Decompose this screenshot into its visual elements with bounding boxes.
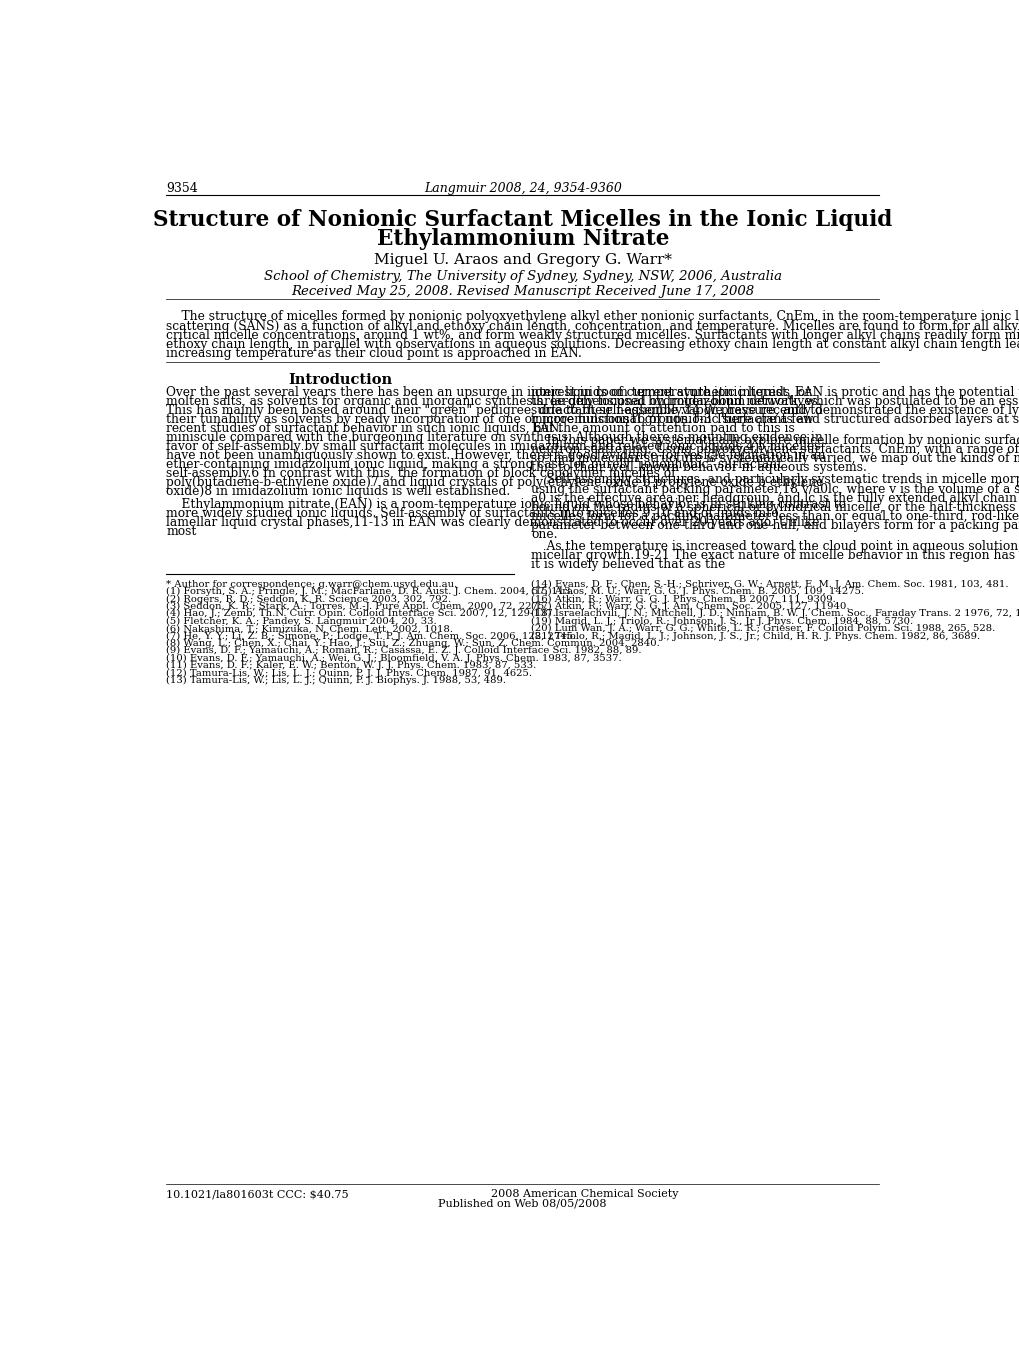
Text: bound on the radius of a spherical or cylindrical micelle, or the half-thickness: bound on the radius of a spherical or cy… bbox=[531, 501, 1019, 514]
Text: three-dimensional hydrogen-bond network, which was postulated to be an essential: three-dimensional hydrogen-bond network,… bbox=[531, 394, 1019, 408]
Text: so that molecular structure is systematically varied, we map out the kinds of mi: so that molecular structure is systemati… bbox=[531, 453, 1019, 465]
Text: poly(butadiene-b-ethylene oxide)7 and liquid crystals of poly(ethylene oxide-b-p: poly(butadiene-b-ethylene oxide)7 and li… bbox=[166, 477, 822, 489]
Text: (3) Seddon, K. R.; Stark, A.; Torres, M.-J. Pure Appl. Chem. 2000, 72, 2275.: (3) Seddon, K. R.; Stark, A.; Torres, M.… bbox=[166, 602, 547, 611]
Text: (16) Atkin, R.; Warr, G. G. J. Phys. Chem. B 2007, 111, 9309.: (16) Atkin, R.; Warr, G. G. J. Phys. Che… bbox=[531, 595, 836, 603]
Text: self-assembly.6 In contrast with this, the formation of block copolymer micelles: self-assembly.6 In contrast with this, t… bbox=[166, 467, 676, 480]
Text: Published on Web 08/05/2008: Published on Web 08/05/2008 bbox=[438, 1198, 606, 1209]
Text: recent studies of surfactant behavior in such ionic liquids, but the amount of a: recent studies of surfactant behavior in… bbox=[166, 421, 794, 435]
Text: Ethylammonium nitrate (EAN) is a room-temperature ionic liquid whose behavior is: Ethylammonium nitrate (EAN) is a room-te… bbox=[166, 497, 846, 511]
Text: scattering (SANS) as a function of alkyl and ethoxy chain length, concentration,: scattering (SANS) as a function of alkyl… bbox=[166, 320, 1019, 332]
Text: micellar growth.19-21 The exact nature of micelle behavior in this region has no: micellar growth.19-21 The exact nature o… bbox=[531, 549, 1019, 562]
Text: Miguel U. Araos and Gregory G. Warr*: Miguel U. Araos and Gregory G. Warr* bbox=[373, 253, 672, 267]
Text: one.: one. bbox=[531, 528, 557, 541]
Text: microemulsions16 of nonionic surfactants and structured adsorbed layers at solid: microemulsions16 of nonionic surfactants… bbox=[531, 413, 1019, 425]
Text: * Author for correspondence: g.warr@chem.usyd.edu.au.: * Author for correspondence: g.warr@chem… bbox=[166, 580, 458, 588]
Text: miniscule compared with the burgeoning literature on synthesis. Although there i: miniscule compared with the burgeoning l… bbox=[166, 431, 822, 444]
Text: (9) Evans, D. F.; Yamauchi, A.; Roman, R.; Casassa, E. Z. J. Colloid Interface S: (9) Evans, D. F.; Yamauchi, A.; Roman, R… bbox=[166, 646, 641, 656]
Text: School of Chemistry, The University of Sydney, Sydney, NSW, 2006, Australia: School of Chemistry, The University of S… bbox=[264, 271, 781, 283]
Text: Over the past several years there has been an upsurge in interest in room temper: Over the past several years there has be… bbox=[166, 386, 810, 398]
Text: (2) Rogers, R. D.; Seddon, K. R. Science 2003, 302, 792.: (2) Rogers, R. D.; Seddon, K. R. Science… bbox=[166, 595, 451, 603]
Text: ether-containing imidazolium ionic liquid, making a strong case for purely "iono: ether-containing imidazolium ionic liqui… bbox=[166, 458, 782, 472]
Text: As the temperature is increased toward the cloud point in aqueous solution, noni: As the temperature is increased toward t… bbox=[531, 541, 1019, 553]
Text: ethoxy chain length, in parallel with observations in aqueous solutions. Decreas: ethoxy chain length, in parallel with ob… bbox=[166, 337, 1019, 351]
Text: This has mainly been based around their "green" pedigree, due to their negligibl: This has mainly been based around their … bbox=[166, 404, 822, 417]
Text: more widely studied ionic liquids. Self-assembly of surfactants into micelles,9,: more widely studied ionic liquids. Self-… bbox=[166, 507, 779, 520]
Text: 10.1021/la801603t CCC: $40.75: 10.1021/la801603t CCC: $40.75 bbox=[166, 1188, 348, 1199]
Text: EAN.: EAN. bbox=[531, 421, 562, 435]
Text: (12) Tamura-Lis, W.; Lis, L. J.; Quinn, P. J. J. Phys. Chem. 1987, 91, 4625.: (12) Tamura-Lis, W.; Lis, L. J.; Quinn, … bbox=[166, 668, 532, 678]
Text: it is widely believed that as the: it is widely believed that as the bbox=[531, 558, 725, 572]
Text: 9354: 9354 bbox=[166, 182, 198, 195]
Text: (11) Evans, D. F.; Kaler, E. W.; Benton, W. J. J. Phys. Chem. 1983, 87, 533.: (11) Evans, D. F.; Kaler, E. W.; Benton,… bbox=[166, 661, 536, 671]
Text: (15) Araos, M. U.; Warr, G. G. J. Phys. Chem. B. 2005, 109, 14275.: (15) Araos, M. U.; Warr, G. G. J. Phys. … bbox=[531, 587, 863, 596]
Text: (18) Israelachvili, J. N.; Mitchell, J. D.; Ninham, B. W. J. Chem. Soc., Faraday: (18) Israelachvili, J. N.; Mitchell, J. … bbox=[531, 610, 1019, 618]
Text: Langmuir 2008, 24, 9354-9360: Langmuir 2008, 24, 9354-9360 bbox=[424, 182, 621, 195]
Text: neutron scattering. Using polyoxyethylene surfactants, CnEm, with a range of alk: neutron scattering. Using polyoxyethylen… bbox=[531, 443, 1019, 457]
Text: oxide)8 in imidazolium ionic liquids is well established.: oxide)8 in imidazolium ionic liquids is … bbox=[166, 485, 510, 499]
Text: (21) Triolo, R.; Magid, L. J.; Johnson, J. S., Jr.; Child, H. R. J. Phys. Chem. : (21) Triolo, R.; Magid, L. J.; Johnson, … bbox=[531, 631, 979, 641]
Text: parameter between one-third and one-half, and bilayers form for a packing parame: parameter between one-third and one-half… bbox=[531, 519, 1019, 533]
Text: (20) Lum Wan, J. A.; Warr, G. G.; White, L. R.; Grieser, F. Colloid Polym. Sci. : (20) Lum Wan, J. A.; Warr, G. G.; White,… bbox=[531, 625, 995, 633]
Text: have not been unambiguously shown to exist. However, there is good evidence for : have not been unambiguously shown to exi… bbox=[166, 449, 825, 462]
Text: (10) Evans, D. F.; Yamauchi, A.; Wei, G. J.; Bloomfield, V. A. J. Phys. Chem. 19: (10) Evans, D. F.; Yamauchi, A.; Wei, G.… bbox=[166, 653, 622, 663]
Text: (19) Magid, L. J.; Triolo, R.; Johnson, J. S., Jr J. Phys. Chem. 1984, 88, 5730.: (19) Magid, L. J.; Triolo, R.; Johnson, … bbox=[531, 617, 912, 626]
Text: (6) Nakashima, T.; Kimizuka, N. Chem. Lett. 2002, 1018.: (6) Nakashima, T.; Kimizuka, N. Chem. Le… bbox=[166, 625, 452, 633]
Text: (7) He, Y. Y.; Li, Z. B.; Simone, P.; Lodge, T. P. J. Am. Chem. Soc. 2006, 128, : (7) He, Y. Y.; Li, Z. B.; Simone, P.; Lo… bbox=[166, 631, 576, 641]
Text: (14) Evans, D. F.; Chen, S.-H.; Schriver, G. W.; Arnett, E. M. J. Am. Chem. Soc.: (14) Evans, D. F.; Chen, S.-H.; Schriver… bbox=[531, 580, 1008, 589]
Text: Ethylammonium Nitrate: Ethylammonium Nitrate bbox=[376, 228, 668, 251]
Text: favor of self-assembly by small surfactant molecules in imidazolium and related : favor of self-assembly by small surfacta… bbox=[166, 440, 820, 453]
Text: Structure of Nonionic Surfactant Micelles in the Ionic Liquid: Structure of Nonionic Surfactant Micelle… bbox=[153, 209, 892, 230]
Text: (13) Tamura-Lis, W.; Lis, L. J.; Quinn, P. J. Biophys. J. 1988, 53, 489.: (13) Tamura-Lis, W.; Lis, L. J.; Quinn, … bbox=[166, 676, 505, 684]
Text: Self-assembly structures, and particularly systematic trends in micelle morpholo: Self-assembly structures, and particular… bbox=[531, 473, 1019, 486]
Text: this to their well-known behavior in aqueous systems.: this to their well-known behavior in aqu… bbox=[531, 461, 866, 474]
Text: ionic liquids of current synthetic interest, EAN is protic and has the potential: ionic liquids of current synthetic inter… bbox=[531, 386, 1019, 398]
Text: critical micelle concentrations, around 1 wt%, and form weakly structured micell: critical micelle concentrations, around … bbox=[166, 329, 1019, 341]
Text: using the surfactant packing parameter,18 v/a0lc, where v is the volume of a sur: using the surfactant packing parameter,1… bbox=[531, 482, 1019, 496]
Text: lamellar liquid crystal phases,11-13 in EAN was clearly demonstrated to occur ov: lamellar liquid crystal phases,11-13 in … bbox=[166, 516, 819, 528]
Text: (4) Hao, J.; Zemb, Th.N. Curr. Opin. Colloid Interface Sci. 2007, 12, 129-137.: (4) Hao, J.; Zemb, Th.N. Curr. Opin. Col… bbox=[166, 610, 555, 618]
Text: a0 is the effective area per headgroup, and lc is the fully extended alkyl chain: a0 is the effective area per headgroup, … bbox=[531, 492, 1019, 504]
Text: Introduction: Introduction bbox=[288, 373, 392, 388]
Text: surfactant self-assembly.14 We have recently demonstrated the existence of lyotr: surfactant self-assembly.14 We have rece… bbox=[531, 404, 1019, 417]
Text: (1) Forsyth, S. A.; Pringle, J. M.; MacFarlane, D. R. Aust. J. Chem. 2004, 57, 1: (1) Forsyth, S. A.; Pringle, J. M.; MacF… bbox=[166, 587, 574, 596]
Text: molten salts, as solvents for organic and inorganic synthesis, largely focused o: molten salts, as solvents for organic an… bbox=[166, 394, 821, 408]
Text: micelles form for a packing parameter less than or equal to one-third, rod-like : micelles form for a packing parameter le… bbox=[531, 509, 1019, 523]
Text: Received May 25, 2008. Revised Manuscript Received June 17, 2008: Received May 25, 2008. Revised Manuscrip… bbox=[290, 285, 754, 298]
Text: The structure of micelles formed by nonionic polyoxyethylene alkyl ether nonioni: The structure of micelles formed by noni… bbox=[166, 310, 1019, 324]
Text: their tunability as solvents by ready incorporation of one or more functional gr: their tunability as solvents by ready in… bbox=[166, 413, 813, 425]
Text: (17) Atkin, R.; Warr, G. G. J. Am. Chem. Soc. 2005, 127, 11940.: (17) Atkin, R.; Warr, G. G. J. Am. Chem.… bbox=[531, 602, 849, 611]
Text: increasing temperature as their cloud point is approached in EAN.: increasing temperature as their cloud po… bbox=[166, 347, 582, 360]
Text: 2008 American Chemical Society: 2008 American Chemical Society bbox=[490, 1188, 678, 1199]
Text: (5) Fletcher, K. A.; Pandey, S. Langmuir 2004, 20, 33.: (5) Fletcher, K. A.; Pandey, S. Langmuir… bbox=[166, 617, 436, 626]
Text: In this paper we systematically explore micelle formation by nonionic surfactant: In this paper we systematically explore … bbox=[531, 434, 1019, 447]
Text: most: most bbox=[166, 524, 197, 538]
Text: (8) Wang, L.; Chen, X.; Chai, Y.; Hao, J.; Sui, Z.; Zhuang, W.; Sun, Z. Chem. Co: (8) Wang, L.; Chen, X.; Chai, Y.; Hao, J… bbox=[166, 638, 659, 648]
